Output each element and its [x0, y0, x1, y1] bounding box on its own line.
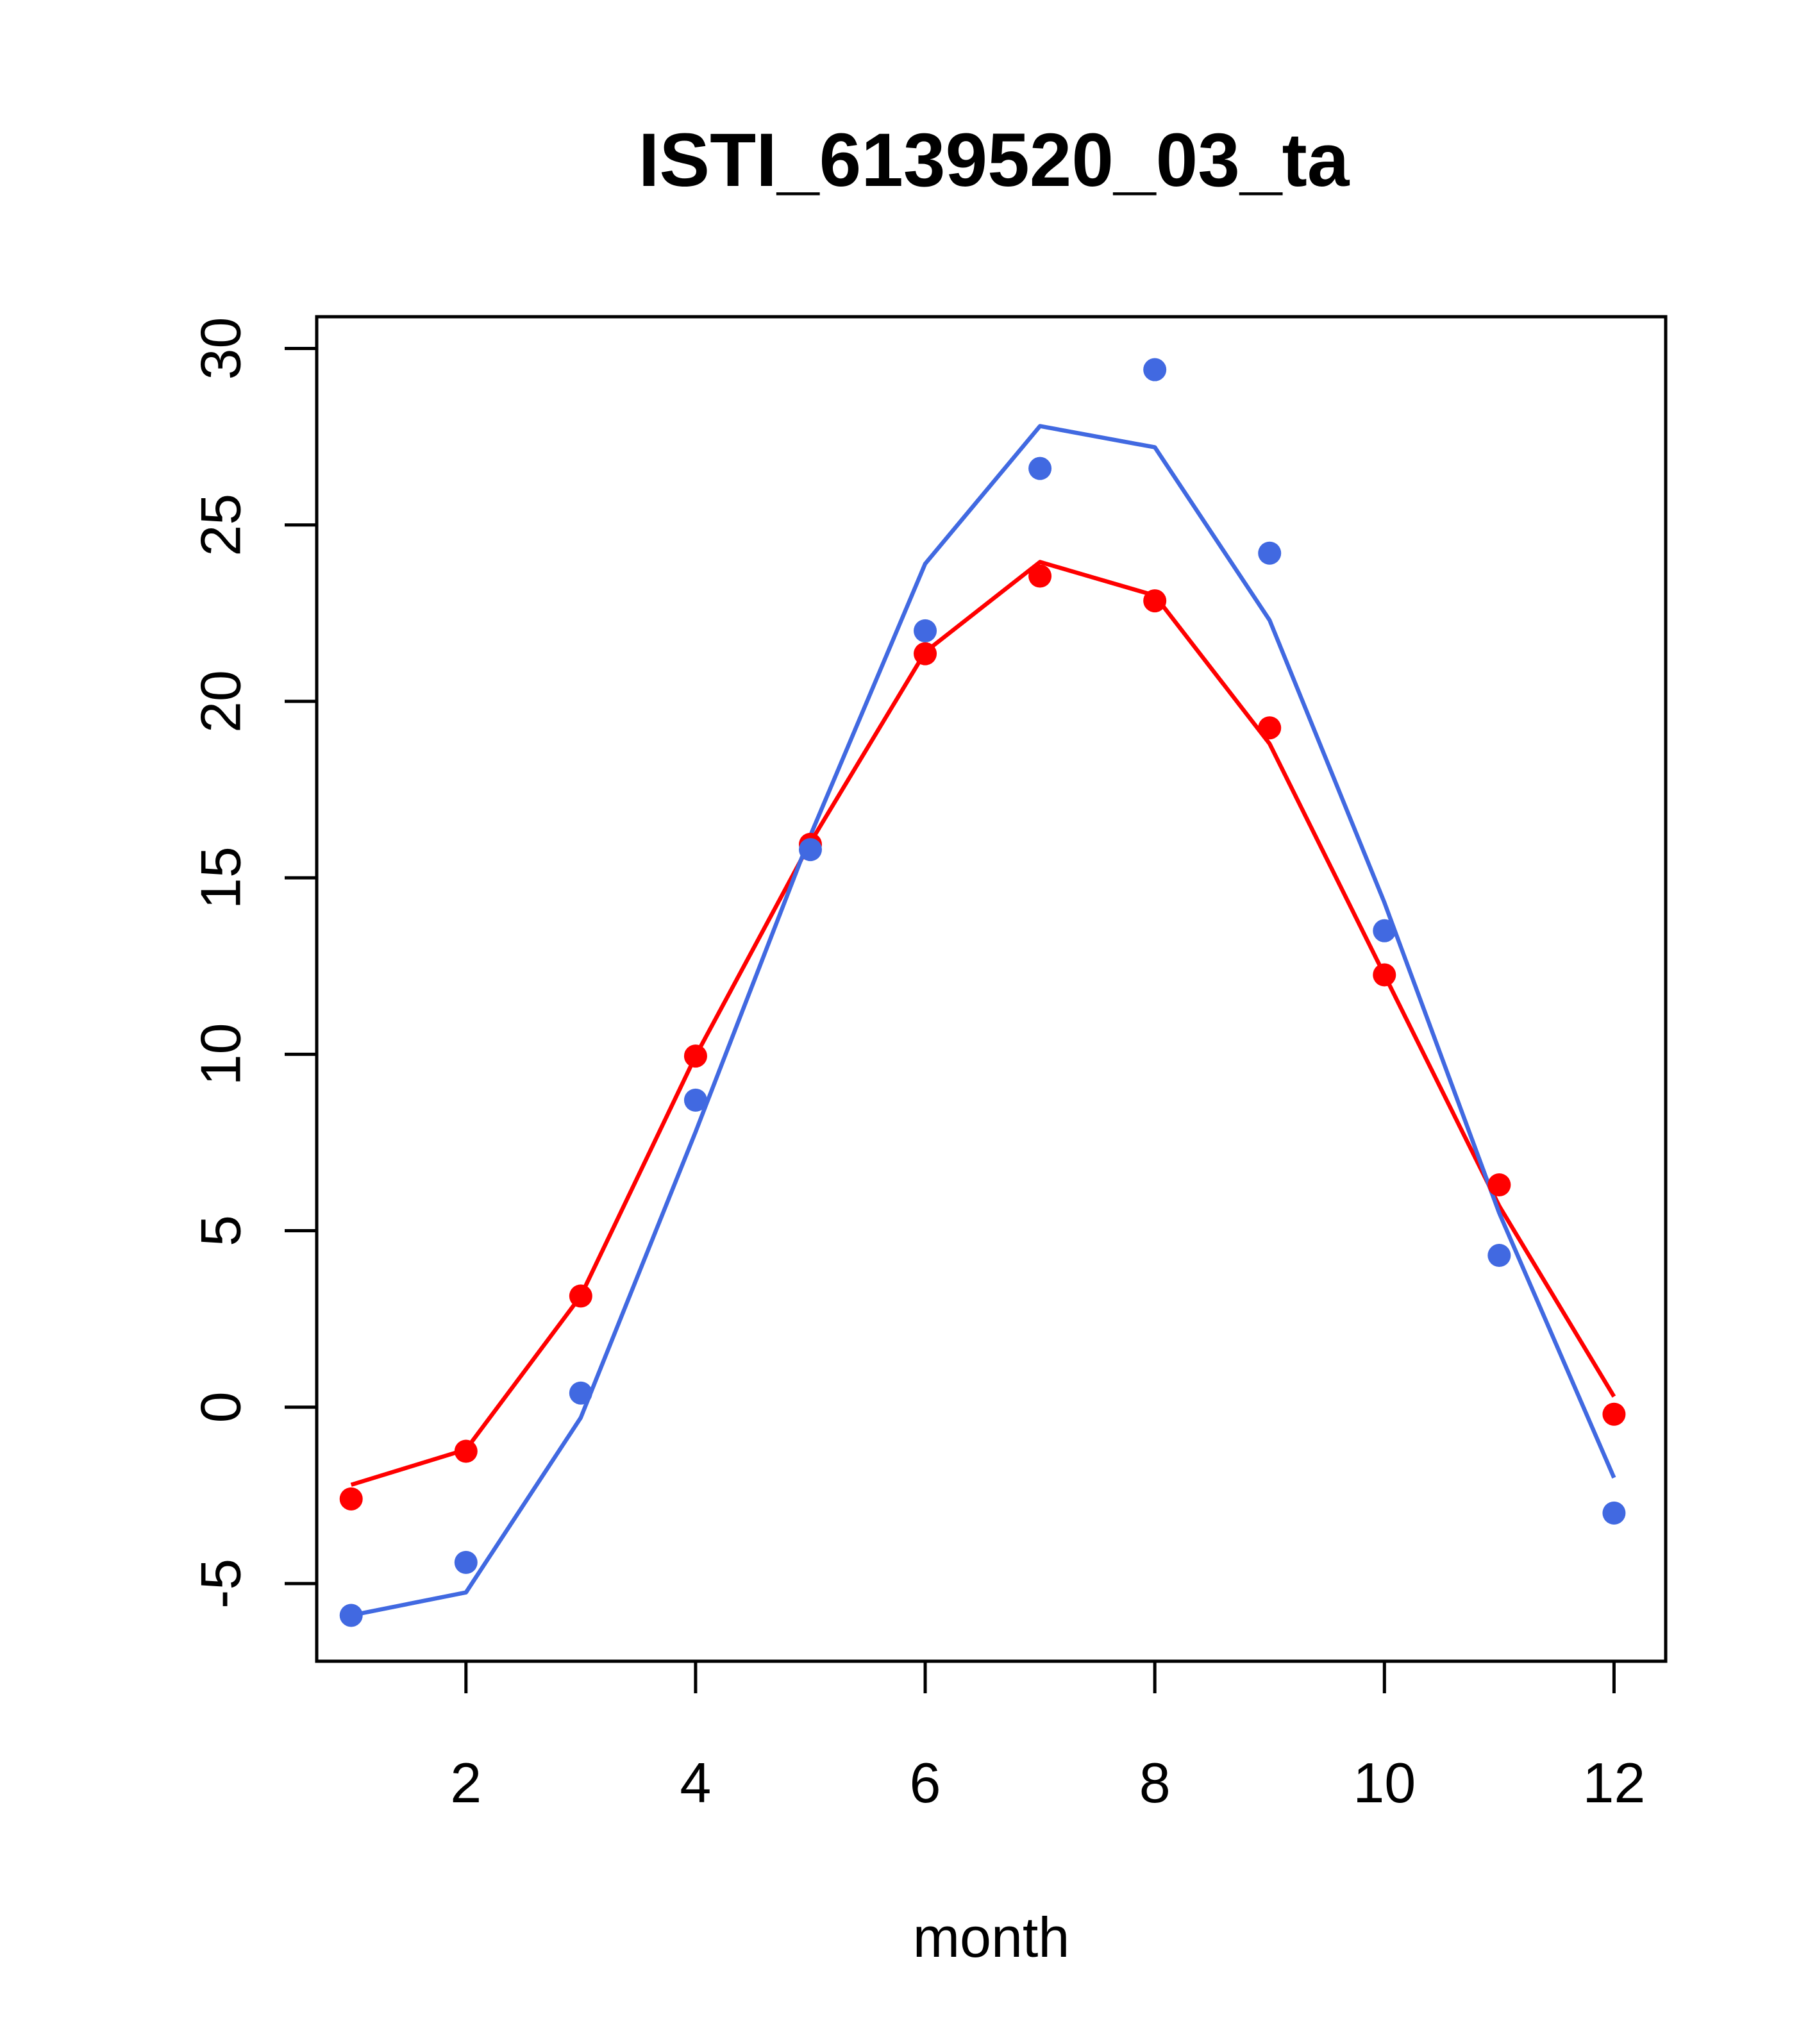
- series-2-point: [1373, 919, 1396, 942]
- series-2-point: [1487, 1244, 1511, 1268]
- x-tick-label: 6: [910, 1751, 941, 1814]
- series-2-point: [454, 1550, 478, 1574]
- series-1-point: [1258, 716, 1282, 740]
- series-1-point: [683, 1044, 707, 1068]
- chart-title: ISTI_6139520_03_ta: [639, 118, 1350, 203]
- series-layer: [339, 358, 1626, 1627]
- y-tick-label: 0: [189, 1391, 253, 1423]
- series-2-point: [1602, 1501, 1626, 1525]
- series-1-point: [1143, 589, 1167, 613]
- series-2-point: [683, 1088, 707, 1112]
- series-1-point: [1487, 1173, 1511, 1196]
- y-tick-label: 25: [189, 494, 253, 557]
- x-axis: 2 4 6 8 10 12: [450, 1659, 1645, 1814]
- x-axis-title: month: [913, 1906, 1070, 1969]
- series-2-point: [798, 838, 822, 862]
- series-2-point: [339, 1604, 363, 1627]
- x-tick-label: 4: [680, 1751, 711, 1814]
- x-tick-label: 10: [1353, 1751, 1416, 1814]
- x-tick-label: 8: [1139, 1751, 1171, 1814]
- y-axis: -5 0 5 10 15 20 25 30: [189, 317, 319, 1609]
- series-2-line: [351, 424, 1616, 1618]
- series-2-point: [1143, 358, 1167, 381]
- y-tick-label: 5: [189, 1215, 253, 1246]
- y-tick-label: 20: [189, 670, 253, 733]
- series-2-point: [569, 1381, 592, 1405]
- series-2-point: [1028, 457, 1052, 480]
- series-1-point: [569, 1284, 592, 1308]
- y-tick-label: 30: [189, 317, 253, 380]
- x-tick-label: 2: [450, 1751, 481, 1814]
- x-tick-label: 12: [1582, 1751, 1645, 1814]
- y-tick-label: 15: [189, 846, 253, 909]
- y-tick-label: -5: [189, 1559, 253, 1609]
- series-1-point: [339, 1487, 363, 1511]
- series-1-point: [454, 1439, 478, 1463]
- series-1-point: [1028, 564, 1052, 588]
- plot-frame: [315, 315, 1668, 1663]
- series-2-point: [914, 619, 937, 642]
- series-2-point: [1258, 541, 1282, 565]
- series-1-line: [350, 560, 1616, 1487]
- series-1-point: [1602, 1402, 1626, 1426]
- series-1-point: [1373, 963, 1396, 987]
- series-1-point: [914, 642, 937, 666]
- y-tick-label: 10: [189, 1023, 253, 1085]
